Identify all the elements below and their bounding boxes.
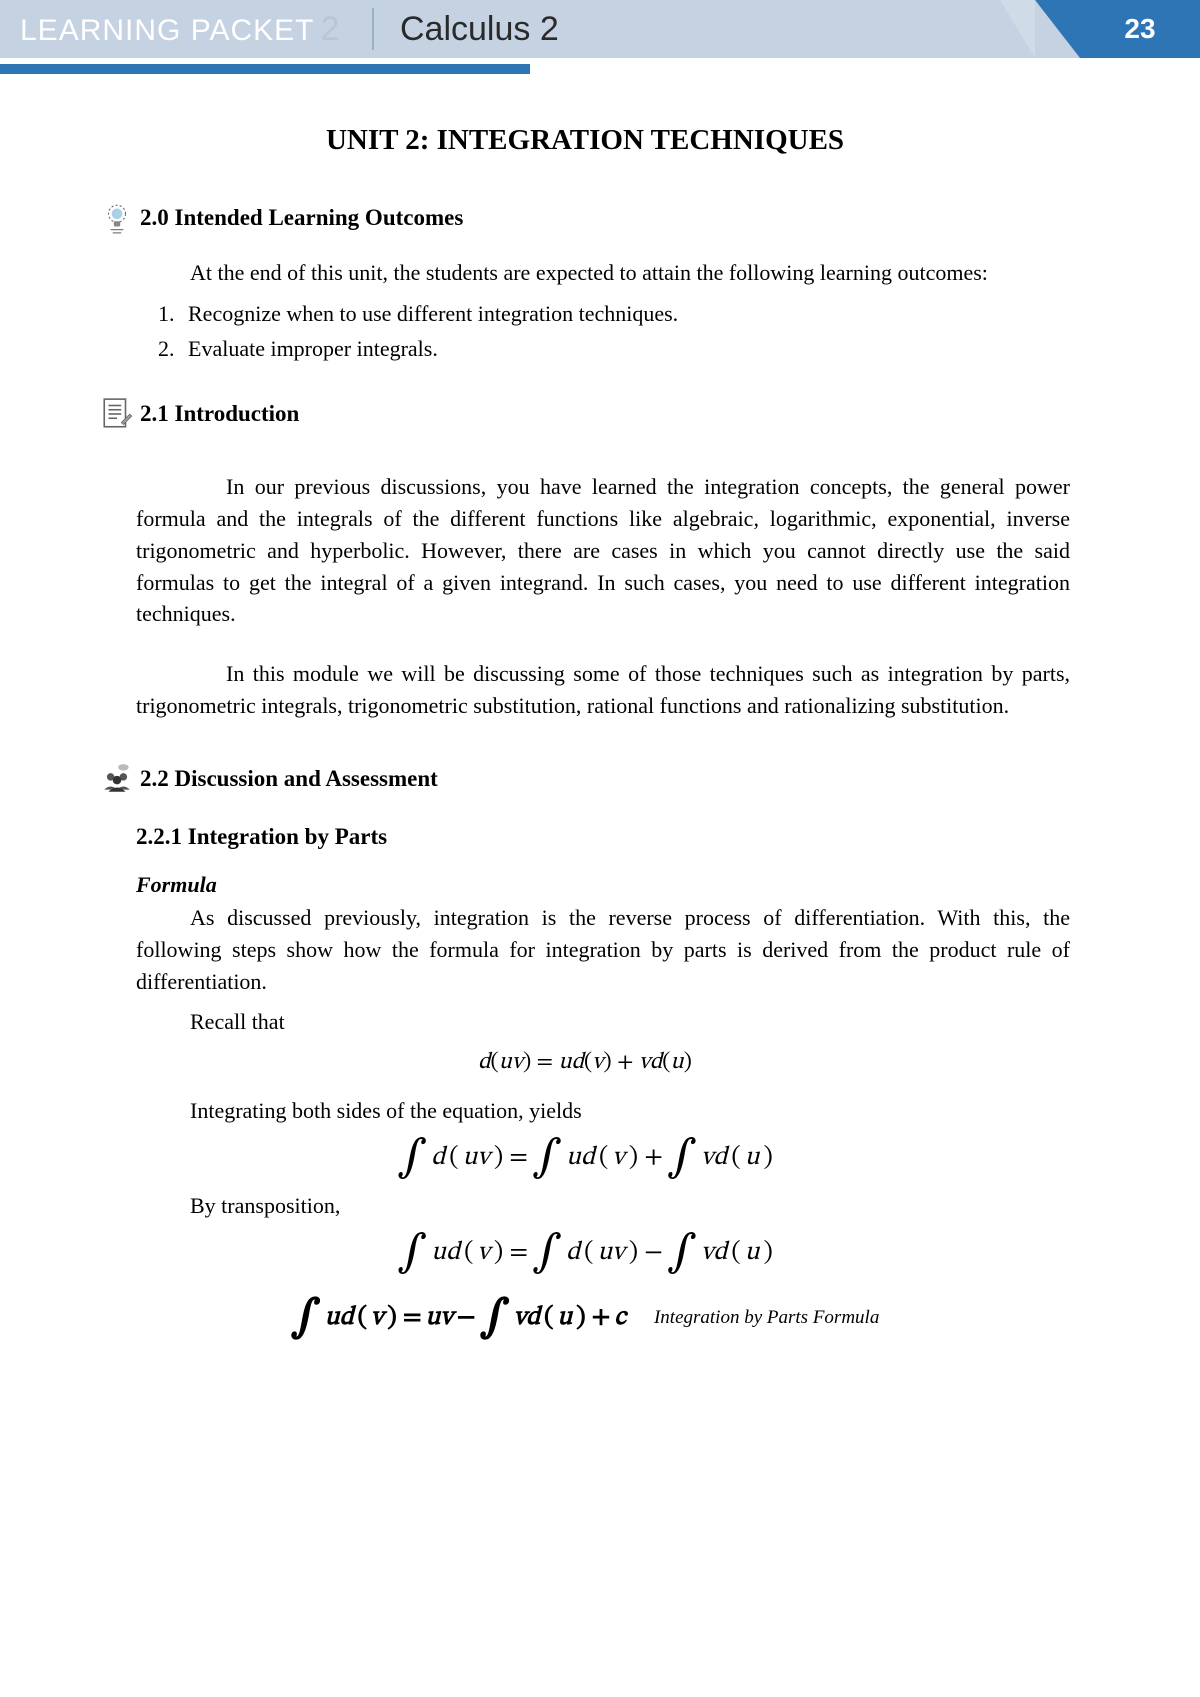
header-underline [0, 64, 530, 74]
integrating-label: Integrating both sides of the equation, … [136, 1095, 1070, 1127]
section-title-text: Discussion and Assessment [175, 766, 438, 791]
document-icon [100, 397, 134, 431]
section-ilo-title: 2.0 Intended Learning Outcomes [140, 205, 463, 231]
recall-label: Recall that [136, 1006, 1070, 1038]
intro-para2: In this module we will be discussing som… [136, 658, 1070, 722]
formula-label: Formula [136, 872, 1070, 898]
equation-product-rule: d(uv) = ud(v) + vd(u) [100, 1048, 1070, 1077]
ilo-item: Recognize when to use different integrat… [180, 297, 1070, 330]
packet-label: LEARNING PACKET [20, 14, 315, 48]
section-intro-header: 2.1 Introduction [100, 397, 1070, 431]
integration-by-parts-formula: ∫ud(v) = uv − ∫vd(u) + c [291, 1301, 626, 1336]
section-number: 2.0 [140, 205, 169, 230]
section-number: 2.2 [140, 766, 169, 791]
section-title-text: Introduction [175, 401, 300, 426]
course-title: Calculus 2 [400, 10, 559, 49]
packet-number: 2 [321, 10, 341, 49]
intro-para1: In our previous discussions, you have le… [136, 471, 1070, 630]
ilo-item: Evaluate improper integrals. [180, 332, 1070, 365]
section-discussion-title: 2.2 Discussion and Assessment [140, 766, 438, 792]
section-ilo-header: 2.0 Intended Learning Outcomes [100, 201, 1070, 235]
equation-integrate-both: ∫d(uv) = ∫ud(v) + ∫vd(u) [100, 1141, 1070, 1176]
page-content: UNIT 2: INTEGRATION TECHNIQUES 2.0 Inten… [0, 74, 1200, 1376]
packet-label-block: LEARNING PACKET 2 [0, 10, 340, 49]
lightbulb-icon [100, 201, 134, 235]
section-title-text: Intended Learning Outcomes [175, 205, 464, 230]
page-header: LEARNING PACKET 2 Calculus 2 23 [0, 0, 1200, 58]
integration-by-parts-formula-row: ∫ud(v) = uv − ∫vd(u) + c Integration by … [100, 1301, 1070, 1336]
ilo-list: Recognize when to use different integrat… [180, 297, 1070, 365]
page-number: 23 [1124, 13, 1155, 45]
subsection-ibp-title: 2.2.1 Integration by Parts [136, 824, 1070, 850]
subsection-number: 2.2.1 [136, 824, 182, 849]
ibp-para: As discussed previously, integration is … [136, 902, 1070, 998]
subsection-title-text: Integration by Parts [188, 824, 387, 849]
discussion-group-icon [100, 762, 134, 796]
section-discussion-header: 2.2 Discussion and Assessment [100, 762, 1070, 796]
transposition-label: By transposition, [136, 1190, 1070, 1222]
formula-note: Integration by Parts Formula [654, 1307, 879, 1329]
equation-transposed: ∫ud(v) = ∫d(uv) − ∫vd(u) [100, 1236, 1070, 1271]
page-number-tab: 23 [1080, 0, 1200, 58]
header-divider [372, 8, 374, 50]
unit-title: UNIT 2: INTEGRATION TECHNIQUES [100, 124, 1070, 157]
ilo-intro: At the end of this unit, the students ar… [136, 257, 1070, 289]
section-number: 2.1 [140, 401, 169, 426]
section-intro-title: 2.1 Introduction [140, 401, 299, 427]
page-number-tab-wrap: 23 [1080, 0, 1200, 58]
